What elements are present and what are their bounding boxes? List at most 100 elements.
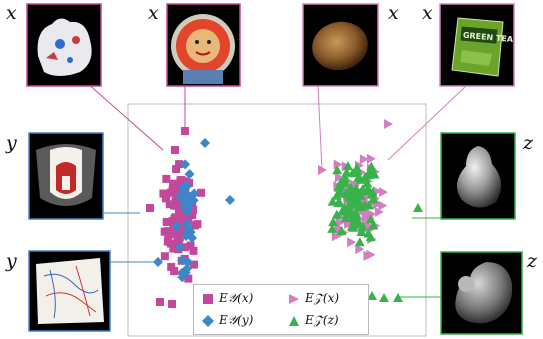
scatter-square-point — [168, 300, 176, 308]
scatter-triangle-up-point — [333, 182, 344, 192]
scatter-square-point — [162, 174, 171, 183]
scatter-triangle-up-point — [363, 200, 374, 210]
legend-label: E𝒵(x) — [305, 291, 340, 305]
scatter-triangle-up-point — [328, 217, 339, 227]
scatter-square-point — [167, 262, 176, 271]
scatter-square-point — [162, 217, 171, 226]
scatter-square-point — [197, 188, 206, 197]
scatter-square-point — [169, 244, 178, 253]
scatter-square-point — [186, 241, 195, 250]
scatter-square-point — [161, 194, 170, 203]
scatter-triangle-up-point — [379, 293, 389, 302]
scatter-square-point — [162, 189, 171, 198]
scatter-triangle-up-point — [345, 206, 356, 216]
scatter-square-point — [175, 160, 184, 169]
legend-triangle-right-marker — [289, 293, 299, 304]
scatter-diamond-point — [180, 267, 191, 278]
scatter-square-point — [172, 165, 181, 174]
scatter-triangle-right-point — [333, 159, 343, 170]
scatter-square-point — [185, 178, 194, 187]
scatter-triangle-right-point — [366, 249, 376, 260]
scatter-triangle-up-point — [327, 196, 338, 206]
scatter-triangle-up-point — [357, 184, 368, 194]
scatter-triangle-up-point — [343, 190, 354, 200]
scatter-triangle-up-point — [367, 187, 378, 197]
scatter-triangle-up-point — [332, 165, 343, 175]
scatter-square-point — [189, 205, 198, 214]
scatter-triangle-up-point — [362, 178, 373, 188]
scatter-triangle-up-point — [363, 228, 374, 238]
scatter-square-point — [188, 210, 197, 219]
label-x-figurine: x — [6, 2, 17, 24]
scatter-diamond-point — [181, 231, 192, 242]
tea-packet-text: GREEN TEA — [463, 31, 515, 44]
scatter-triangle-up-point — [355, 174, 366, 184]
scatter-triangle-up-point — [368, 194, 379, 204]
scatter-square-point — [193, 220, 202, 229]
scatter-square-point — [184, 274, 193, 283]
green-tea-packet-image: GREEN TEA — [439, 3, 515, 87]
sun-face-plaque-image — [166, 3, 241, 87]
scatter-square-point — [175, 234, 184, 243]
scatter-triangle-up-point — [368, 220, 379, 230]
scatter-diamond-point — [175, 242, 186, 253]
legend-triangle-up-marker — [289, 315, 299, 326]
scatter-triangle-right-point — [355, 244, 365, 255]
label-y-mask: y — [6, 132, 17, 154]
mask-sketch-image — [28, 132, 104, 220]
map-sketch-image — [28, 250, 111, 332]
scatter-triangle-up-point — [360, 171, 371, 181]
scatter-triangle-up-point — [339, 177, 350, 187]
scatter-square-point — [189, 246, 198, 255]
scatter-triangle-up-point — [334, 187, 345, 197]
scatter-square-point — [189, 260, 198, 269]
scatter-square-point — [169, 225, 178, 234]
scatter-triangle-up-point — [339, 206, 350, 216]
scatter-square-point — [174, 181, 183, 190]
scatter-triangle-up-point — [356, 227, 367, 237]
scatter-square-point — [168, 217, 177, 226]
scatter-triangle-right-point — [384, 119, 393, 129]
legend-square-marker — [203, 293, 213, 304]
scatter-square-point — [171, 196, 180, 205]
scatter-diamond-point — [200, 138, 210, 148]
scatter-triangle-right-point — [347, 237, 357, 248]
legend-item-ez-z: E𝒵(z) — [288, 313, 339, 328]
scatter-diamond-point — [177, 255, 188, 266]
scatter-square-point — [165, 200, 174, 209]
scatter-square-point — [175, 229, 184, 238]
legend-label: E𝒵(z) — [305, 313, 339, 327]
scatter-triangle-right-point — [318, 165, 327, 175]
scatter-square-point — [170, 201, 179, 210]
scatter-diamond-point — [225, 195, 235, 205]
legend-item-ez-x: E𝒵(x) — [288, 291, 339, 306]
scatter-points — [146, 119, 423, 308]
scatter-diamond-point — [188, 195, 199, 206]
scatter-diamond-point — [178, 183, 189, 194]
scatter-square-point — [178, 215, 187, 224]
scatter-triangle-right-point — [366, 153, 376, 164]
label-x-tea: x — [422, 2, 433, 24]
scatter-square-point — [181, 127, 189, 135]
scatter-triangle-up-point — [336, 226, 347, 236]
connector-potato — [317, 85, 323, 171]
legend-label: E𝒴(y) — [219, 313, 254, 327]
scatter-square-point — [168, 185, 177, 194]
scatter-triangle-up-point — [327, 223, 338, 233]
label-y-map: y — [6, 250, 17, 272]
label-x-sun: x — [148, 2, 159, 24]
scatter-triangle-up-point — [342, 161, 353, 171]
legend-diamond-marker — [202, 314, 214, 327]
scatter-square-point — [160, 252, 169, 261]
pear-depth-image — [440, 132, 516, 220]
scatter-diamond-point — [171, 221, 182, 232]
scatter-triangle-up-point — [341, 167, 352, 177]
scatter-triangle-up-point — [340, 213, 351, 223]
scatter-triangle-up-point — [413, 203, 423, 212]
legend-item-ey-x: E𝒴(x) — [202, 291, 253, 306]
scatter-square-point — [169, 179, 178, 188]
scatter-diamond-point — [174, 191, 185, 202]
scatter-triangle-up-point — [354, 237, 365, 247]
legend: E𝒴(x) E𝒵(x) E𝒴(y) E𝒵(z) — [193, 284, 369, 335]
